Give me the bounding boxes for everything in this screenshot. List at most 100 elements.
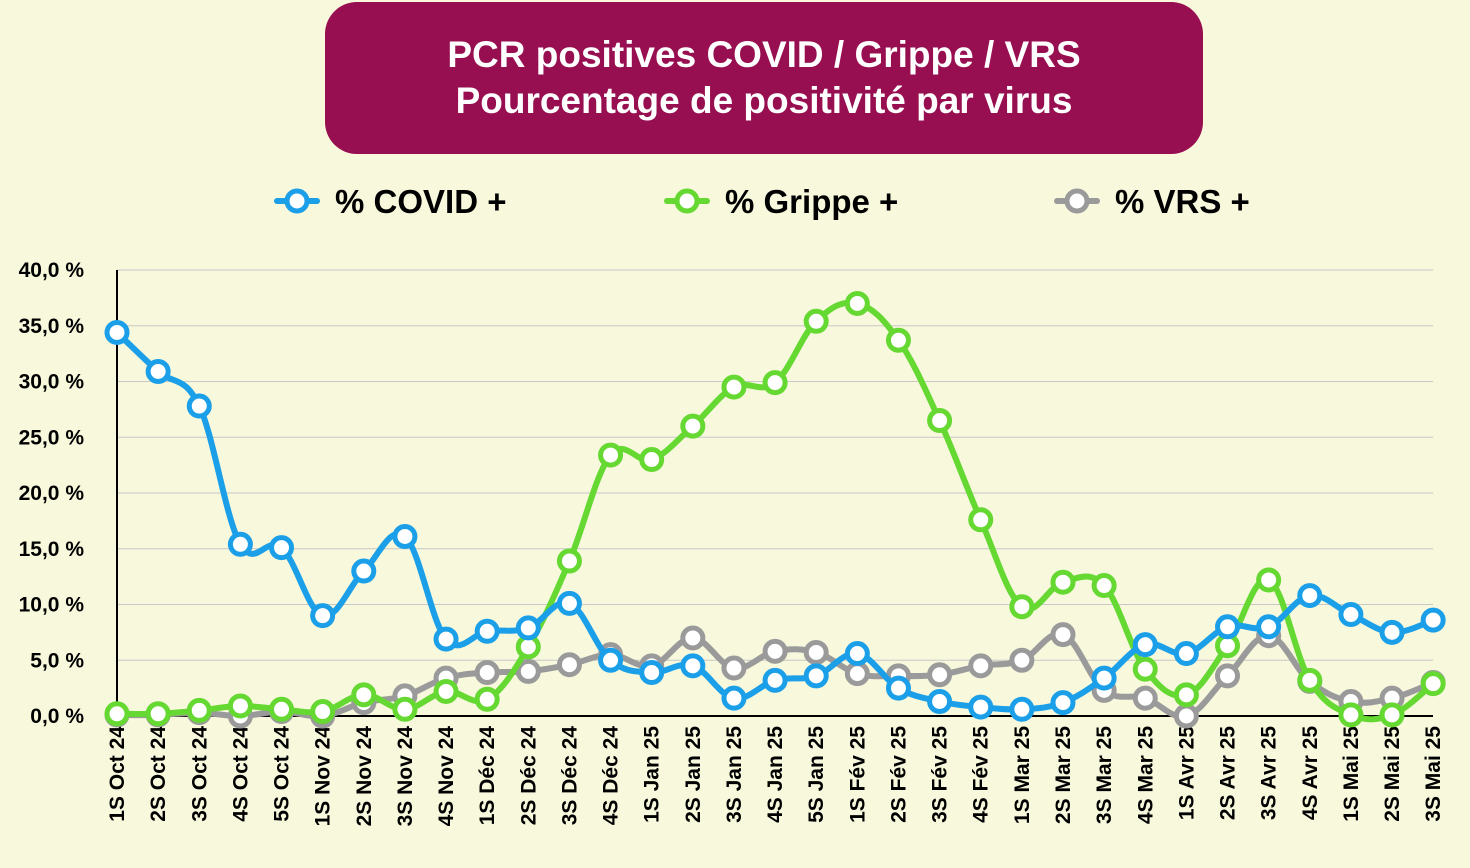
chart-subtitle: Pourcentage de positivité par virus — [456, 80, 1073, 121]
x-tick-label: 3S Déc 24 — [558, 726, 581, 826]
data-point — [762, 667, 788, 693]
legend-label: % COVID + — [335, 183, 506, 220]
data-point — [1338, 702, 1364, 728]
x-tick-label: 5S Jan 25 — [805, 726, 828, 823]
data-point — [1256, 567, 1282, 593]
x-tick-label: 4S Déc 24 — [600, 726, 623, 826]
data-point — [762, 370, 788, 396]
data-point — [227, 693, 253, 719]
data-point — [1050, 690, 1076, 716]
y-axis-ticks: 0,0 % 5,0 % 10,0 % 15,0 % 20,0 % 25,0 % 30,0 %… — [19, 259, 85, 728]
data-point — [721, 655, 747, 681]
x-tick-label: 1S Mar 25 — [1011, 726, 1034, 824]
x-tick-label: 2S Jan 25 — [682, 726, 705, 823]
data-point — [598, 442, 624, 468]
data-point — [762, 638, 788, 664]
data-point — [1256, 614, 1282, 640]
data-point — [1420, 671, 1446, 697]
legend-entry: % Grippe + — [664, 183, 898, 220]
data-point — [145, 358, 171, 384]
x-tick-label: 4S Avr 25 — [1299, 726, 1322, 820]
data-point — [269, 696, 295, 722]
data-point — [1379, 619, 1405, 645]
data-point — [844, 290, 870, 316]
data-point — [844, 641, 870, 667]
data-point — [680, 653, 706, 679]
data-point — [1173, 682, 1199, 708]
data-point — [680, 413, 706, 439]
x-tick-label: 5S Oct 24 — [271, 726, 294, 822]
data-point — [968, 694, 994, 720]
x-tick-label: 2S Mar 25 — [1052, 726, 1075, 824]
data-point — [927, 408, 953, 434]
data-point — [1009, 594, 1035, 620]
legend-label: % Grippe + — [725, 183, 898, 220]
data-point — [556, 652, 582, 678]
data-point — [1215, 614, 1241, 640]
data-point — [803, 308, 829, 334]
data-point — [556, 548, 582, 574]
data-point — [927, 662, 953, 688]
data-point — [186, 697, 212, 723]
data-point — [1297, 583, 1323, 609]
legend-entry: % VRS + — [1054, 183, 1250, 220]
data-point — [474, 686, 500, 712]
data-point — [1338, 602, 1364, 628]
data-point — [844, 661, 870, 687]
x-tick-label: 1S Nov 24 — [312, 726, 335, 827]
data-point — [1009, 647, 1035, 673]
data-point — [186, 393, 212, 419]
data-point — [1050, 622, 1076, 648]
legend-label: % VRS + — [1115, 183, 1250, 220]
data-point — [474, 660, 500, 686]
data-point — [1173, 703, 1199, 729]
data-point — [721, 374, 747, 400]
x-tick-label: 1S Fév 25 — [846, 726, 869, 823]
data-point — [1420, 607, 1446, 633]
data-point — [1132, 656, 1158, 682]
data-point — [474, 618, 500, 644]
x-tick-label: 2S Nov 24 — [353, 726, 376, 827]
x-tick-label: 1S Oct 24 — [106, 726, 129, 822]
x-tick-label: 3S Mar 25 — [1093, 726, 1116, 824]
data-point — [639, 660, 665, 686]
data-point — [310, 603, 336, 629]
x-tick-label: 1S Mai 25 — [1340, 726, 1363, 822]
data-point — [639, 447, 665, 473]
data-point — [968, 507, 994, 533]
y-tick-label: 35,0 % — [19, 315, 85, 338]
data-point — [680, 625, 706, 651]
data-point — [104, 319, 130, 345]
legend-marker — [1064, 188, 1090, 214]
data-point — [1215, 663, 1241, 689]
data-point — [310, 699, 336, 725]
x-tick-label: 1S Jan 25 — [641, 726, 664, 823]
data-point — [145, 701, 171, 727]
data-point — [392, 696, 418, 722]
x-tick-label: 4S Mar 25 — [1134, 726, 1157, 824]
data-point — [1297, 667, 1323, 693]
x-tick-label: 2S Avr 25 — [1217, 726, 1240, 820]
data-point — [269, 535, 295, 561]
data-point — [885, 675, 911, 701]
data-point — [927, 689, 953, 715]
x-tick-label: 1S Avr 25 — [1175, 726, 1198, 820]
x-tick-label: 3S Nov 24 — [394, 726, 417, 827]
x-tick-label: 3S Jan 25 — [723, 726, 746, 823]
x-tick-label: 2S Déc 24 — [517, 726, 540, 826]
series-group — [104, 290, 1446, 729]
data-point — [1091, 573, 1117, 599]
chart-title-box: PCR positives COVID / Grippe / VRS Pourc… — [325, 2, 1203, 154]
legend-marker — [674, 188, 700, 214]
data-point — [885, 327, 911, 353]
data-point — [1173, 641, 1199, 667]
data-point — [1091, 665, 1117, 691]
y-tick-label: 15,0 % — [19, 538, 85, 561]
data-point — [351, 682, 377, 708]
y-tick-label: 25,0 % — [19, 426, 85, 449]
legend: % COVID + % Grippe + % VRS + — [274, 183, 1250, 220]
y-tick-label: 30,0 % — [19, 371, 85, 394]
series-0 — [104, 319, 1446, 722]
x-tick-label: 4S Fév 25 — [970, 726, 993, 823]
